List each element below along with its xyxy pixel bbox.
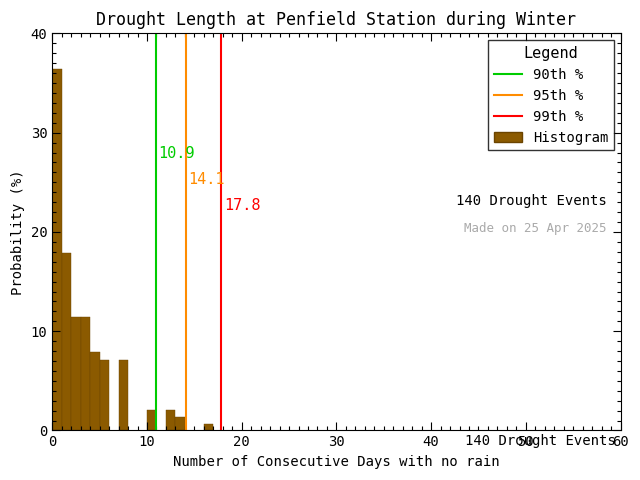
Bar bbox=[100, 360, 109, 431]
Legend: 90th %, 95th %, 99th %, Histogram: 90th %, 95th %, 99th %, Histogram bbox=[488, 40, 614, 150]
Bar bbox=[204, 423, 213, 431]
Bar bbox=[90, 352, 100, 431]
Text: 14.1: 14.1 bbox=[189, 172, 225, 187]
Y-axis label: Probability (%): Probability (%) bbox=[11, 169, 25, 295]
Bar bbox=[52, 69, 61, 431]
Text: 10.9: 10.9 bbox=[158, 145, 195, 160]
Bar bbox=[166, 409, 175, 431]
Bar bbox=[81, 317, 90, 431]
Text: Made on 25 Apr 2025: Made on 25 Apr 2025 bbox=[464, 222, 606, 235]
Bar bbox=[61, 253, 71, 431]
Bar bbox=[147, 409, 156, 431]
Text: 140 Drought Events: 140 Drought Events bbox=[465, 434, 616, 448]
Bar bbox=[71, 317, 81, 431]
Title: Drought Length at Penfield Station during Winter: Drought Length at Penfield Station durin… bbox=[97, 11, 577, 29]
Text: 17.8: 17.8 bbox=[224, 198, 260, 213]
Bar bbox=[118, 360, 128, 431]
X-axis label: Number of Consecutive Days with no rain: Number of Consecutive Days with no rain bbox=[173, 455, 500, 469]
Text: 140 Drought Events: 140 Drought Events bbox=[456, 194, 606, 208]
Bar bbox=[175, 417, 185, 431]
